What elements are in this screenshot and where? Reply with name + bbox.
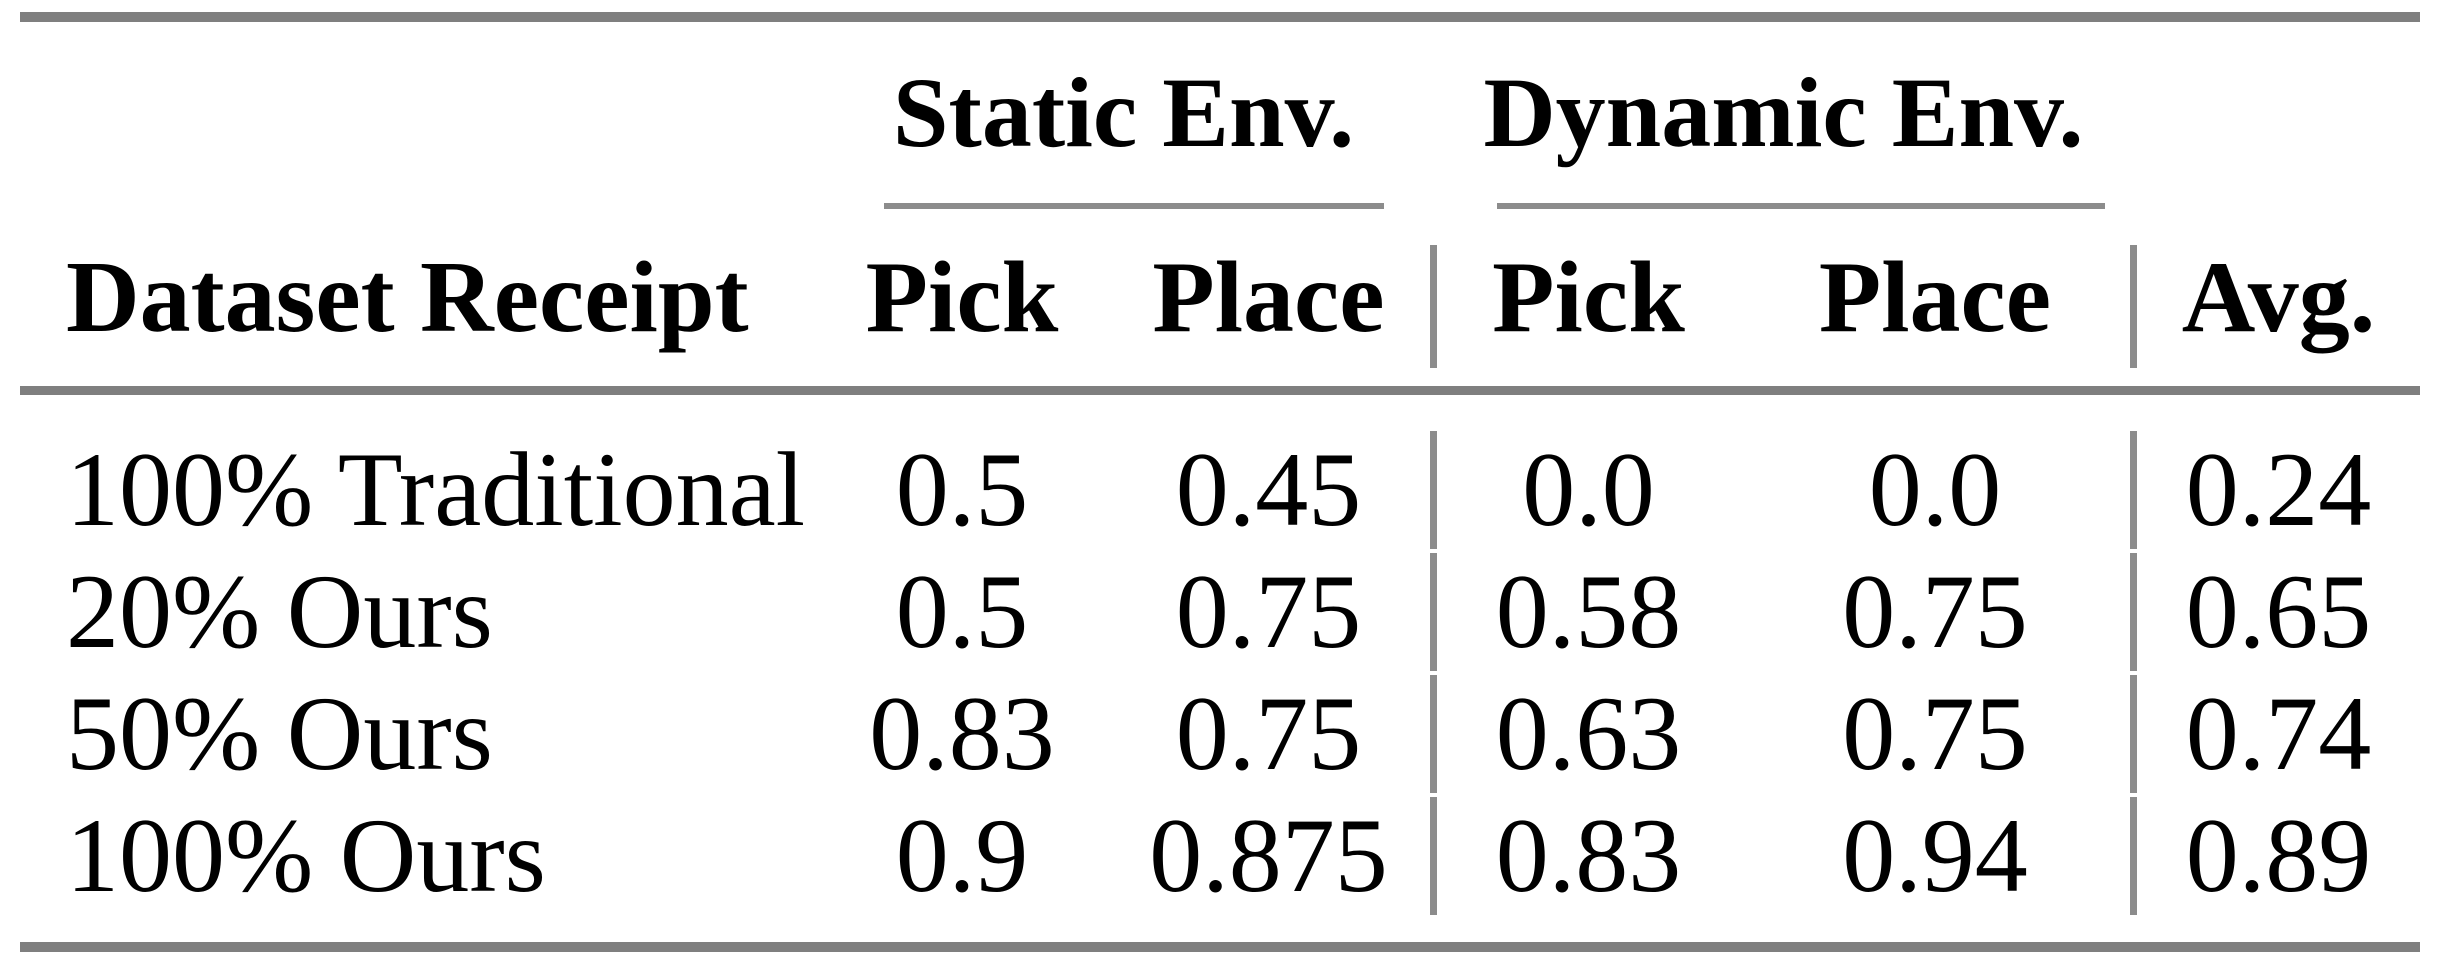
- column-separator: [1430, 675, 1437, 793]
- column-separator: [1430, 797, 1437, 915]
- cell-static-pick: 0.9: [895, 797, 1029, 914]
- column-separator: [2130, 797, 2137, 915]
- cell-dynamic-place: 0.94: [1842, 797, 2028, 914]
- column-separator: [1430, 245, 1437, 368]
- row-label: 100% Ours: [66, 797, 546, 914]
- column-header-dynamic-pick: Pick: [1492, 241, 1685, 354]
- cell-dynamic-pick: 0.58: [1495, 553, 1682, 670]
- group-header-dynamic-env: Dynamic Env.: [1483, 57, 2084, 168]
- cell-static-place: 0.75: [1175, 675, 1362, 792]
- row-label: 50% Ours: [66, 675, 493, 792]
- bottom-rule: [20, 942, 2420, 952]
- cell-static-place: 0.875: [1149, 797, 1388, 914]
- static-env-underline: [884, 203, 1384, 209]
- cell-avg: 0.65: [2185, 553, 2372, 670]
- cell-dynamic-pick: 0.0: [1522, 431, 1655, 548]
- column-header-dynamic-place: Place: [1818, 241, 2052, 354]
- column-header-static-place: Place: [1152, 241, 1385, 354]
- cell-dynamic-place: 0.0: [1868, 431, 2002, 548]
- column-separator: [2130, 431, 2137, 549]
- cell-dynamic-pick: 0.63: [1495, 675, 1682, 792]
- cell-avg: 0.74: [2185, 675, 2372, 792]
- cell-dynamic-place: 0.75: [1842, 553, 2028, 670]
- column-separator: [2130, 245, 2137, 368]
- column-separator: [1430, 553, 1437, 671]
- cell-static-place: 0.45: [1175, 431, 1362, 548]
- cell-static-pick: 0.5: [895, 553, 1029, 670]
- column-separator: [1430, 431, 1437, 549]
- column-header-avg: Avg.: [2181, 241, 2376, 354]
- cell-static-place: 0.75: [1175, 553, 1362, 670]
- cell-dynamic-place: 0.75: [1842, 675, 2028, 792]
- column-header-static-pick: Pick: [865, 241, 1059, 354]
- cell-avg: 0.24: [2185, 431, 2372, 548]
- cell-static-pick: 0.83: [869, 675, 1055, 792]
- row-label: 100% Traditional: [66, 431, 806, 548]
- header-rule: [20, 386, 2420, 395]
- row-label: 20% Ours: [66, 553, 493, 670]
- top-rule: [20, 12, 2420, 22]
- column-separator: [2130, 553, 2137, 671]
- cell-static-pick: 0.5: [895, 431, 1029, 548]
- cell-dynamic-pick: 0.83: [1495, 797, 1682, 914]
- corner-header: Dataset Receipt: [66, 241, 749, 354]
- group-header-static-env: Static Env.: [892, 57, 1355, 168]
- cell-avg: 0.89: [2185, 797, 2372, 914]
- dynamic-env-underline: [1497, 203, 2105, 209]
- column-separator: [2130, 675, 2137, 793]
